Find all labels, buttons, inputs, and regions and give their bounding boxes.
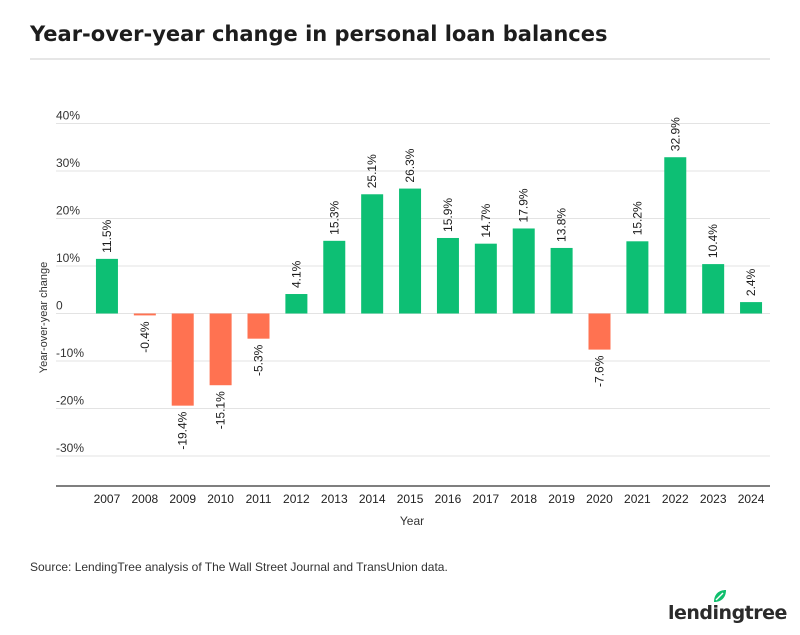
y-tick-label: 10% (56, 251, 80, 265)
leaf-icon (714, 590, 726, 602)
x-tick-label: 2014 (359, 492, 386, 506)
bar (512, 228, 535, 314)
bar (247, 313, 270, 339)
bar (474, 243, 497, 314)
bar (95, 258, 118, 314)
data-label: 26.3% (403, 148, 417, 182)
data-label: -19.4% (176, 411, 190, 449)
x-tick-label: 2008 (131, 492, 158, 506)
data-label: 2.4% (744, 268, 758, 296)
brand-name: lendingtree (668, 602, 787, 624)
data-label: 13.8% (555, 208, 569, 242)
lendingtree-logo: lendingtree (668, 588, 787, 624)
title-divider (30, 58, 770, 60)
x-tick-label: 2011 (246, 492, 272, 506)
x-tick-label: 2023 (700, 492, 727, 506)
data-label: 15.2% (630, 201, 644, 235)
x-tick-label: 2009 (169, 492, 196, 506)
y-tick-label: -30% (56, 441, 84, 455)
bar-chart: 40% 30% 20% 10% 0 -10% -20% -30% Year-over-year … (38, 109, 770, 528)
y-tick-label: 20% (56, 204, 80, 218)
x-tick-label: 2019 (548, 492, 575, 506)
data-label: 4.1% (289, 260, 303, 288)
bar (209, 313, 232, 386)
x-tick-label: 2018 (510, 492, 537, 506)
y-tick-label: 30% (56, 156, 80, 170)
data-label: -5.3% (252, 344, 266, 376)
x-tick-label: 2022 (662, 492, 689, 506)
data-label: 32.9% (668, 117, 682, 151)
x-tick-label: 2010 (207, 492, 234, 506)
data-label: 10.4% (706, 224, 720, 258)
y-tick-label: -20% (56, 394, 84, 408)
data-label: 15.3% (327, 200, 341, 234)
bar (436, 237, 459, 314)
bar (285, 294, 308, 314)
y-tick-label: -10% (56, 346, 84, 360)
y-axis-title: Year-over-year change (38, 262, 50, 374)
bar (133, 313, 156, 316)
x-axis-title: Year (400, 514, 424, 528)
x-tick-label: 2012 (283, 492, 310, 506)
bar (588, 313, 611, 350)
bar (361, 194, 384, 314)
bar (399, 188, 422, 314)
bar (664, 157, 687, 314)
x-tick-label: 2007 (94, 492, 121, 506)
source-note: Source: LendingTree analysis of The Wall… (30, 560, 448, 574)
x-tick-label: 2015 (397, 492, 424, 506)
bar (702, 264, 725, 314)
x-tick-label: 2024 (738, 492, 765, 506)
data-label: 14.7% (479, 203, 493, 237)
bar (740, 302, 763, 314)
y-tick-label: 0 (56, 299, 63, 313)
data-label: 11.5% (100, 219, 114, 252)
data-label: -7.6% (593, 355, 607, 387)
x-tick-label: 2021 (624, 492, 651, 506)
data-label: 15.9% (441, 198, 455, 232)
chart-title: Year-over-year change in personal loan b… (30, 22, 608, 46)
x-tick-label: 2016 (435, 492, 462, 506)
data-label: -0.4% (138, 321, 152, 353)
x-tick-label: 2017 (472, 492, 499, 506)
data-label: 25.1% (365, 154, 379, 188)
bar (171, 313, 194, 406)
bar (323, 240, 346, 314)
bar (626, 241, 649, 314)
bar (550, 247, 573, 314)
data-label: 17.9% (517, 188, 531, 222)
x-tick-label: 2020 (586, 492, 613, 506)
data-label: -15.1% (214, 391, 228, 429)
y-tick-label: 40% (56, 109, 80, 123)
x-tick-label: 2013 (321, 492, 348, 506)
